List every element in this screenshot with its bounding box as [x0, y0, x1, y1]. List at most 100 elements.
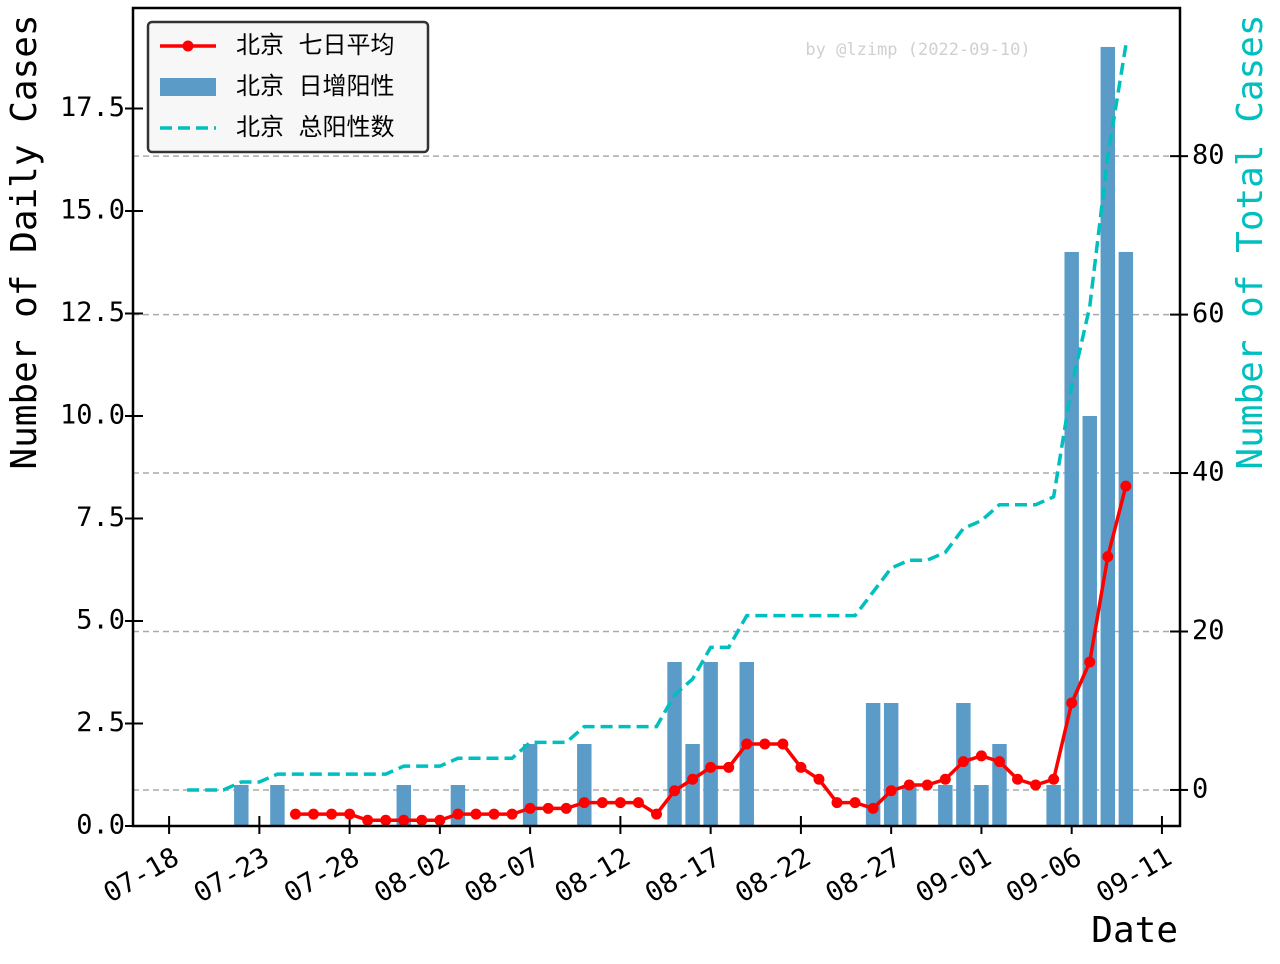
legend-label: 北京 日增阳性	[236, 72, 394, 100]
marker	[687, 773, 699, 785]
marker	[452, 808, 464, 820]
marker	[1102, 551, 1114, 563]
y-tick-label: 5.0	[76, 604, 125, 635]
marker	[867, 802, 879, 814]
marker	[795, 761, 807, 773]
marker	[578, 797, 590, 809]
legend-label: 北京 总阳性数	[236, 113, 394, 141]
marker	[705, 761, 717, 773]
marker	[831, 797, 843, 809]
marker	[957, 756, 969, 768]
y-tick-label: 2.5	[76, 707, 125, 738]
marker	[614, 797, 626, 809]
y-tick-label: 0.0	[76, 810, 125, 841]
bar	[1118, 251, 1134, 826]
marker	[632, 797, 644, 809]
bar	[703, 661, 718, 826]
bar	[938, 784, 953, 826]
marker	[669, 785, 681, 797]
marker	[488, 808, 500, 820]
marker	[849, 797, 861, 809]
legend-box	[146, 20, 430, 154]
marker	[470, 808, 482, 820]
marker	[524, 802, 536, 814]
bar	[1100, 46, 1116, 826]
marker	[777, 738, 789, 750]
marker	[344, 808, 356, 820]
bar	[1046, 784, 1061, 826]
marker	[975, 750, 987, 762]
marker	[596, 797, 608, 809]
y-tick-label: 12.5	[60, 297, 125, 328]
marker	[723, 761, 735, 773]
marker	[1048, 773, 1060, 785]
marker	[903, 779, 915, 791]
marker	[885, 785, 897, 797]
x-tick-label: 09-11	[1091, 842, 1177, 909]
plot-frame	[131, 6, 1182, 828]
marker	[380, 814, 392, 826]
bar	[577, 743, 592, 826]
marker	[542, 802, 554, 814]
marker	[741, 738, 753, 750]
marker	[1120, 480, 1132, 492]
x-tick-label: 08-27	[821, 842, 907, 909]
y-tick-label: 10.0	[60, 399, 125, 430]
legend-swatch	[160, 78, 216, 96]
marker	[939, 773, 951, 785]
marker	[434, 814, 446, 826]
marker	[506, 808, 518, 820]
bar	[974, 784, 989, 826]
marker	[398, 814, 410, 826]
bar	[883, 702, 899, 826]
marker	[1066, 697, 1078, 709]
marker	[362, 814, 374, 826]
y2-tick-label: 0	[1192, 773, 1208, 804]
marker	[1012, 773, 1024, 785]
marker	[1030, 779, 1042, 791]
marker	[993, 756, 1005, 768]
marker	[308, 808, 320, 820]
marker	[651, 808, 662, 820]
bar	[667, 661, 682, 826]
bar	[865, 702, 881, 826]
bar	[1064, 251, 1079, 826]
bar	[270, 784, 285, 826]
bar	[450, 784, 466, 826]
marker	[560, 802, 572, 814]
marker	[416, 814, 428, 826]
y2-tick-label: 40	[1192, 457, 1225, 488]
marker	[921, 779, 933, 791]
legend-label: 北京 七日平均	[236, 31, 394, 59]
bar	[685, 743, 700, 826]
watermark: by @lzimp (2022-09-10)	[805, 40, 1030, 60]
marker	[1084, 656, 1096, 668]
x-axis-label: Date	[1091, 910, 1178, 951]
y2-axis-label: Number of Total Cases	[1230, 14, 1271, 469]
x-tick-label: 08-02	[369, 842, 455, 909]
x-tick-label: 08-07	[459, 842, 545, 909]
marker	[289, 808, 301, 820]
y-tick-label: 7.5	[76, 502, 125, 533]
x-tick-label: 08-17	[640, 842, 726, 909]
x-tick-label: 08-22	[730, 842, 816, 909]
bar	[234, 784, 249, 826]
x-tick-label: 09-01	[911, 842, 997, 909]
marker	[326, 808, 338, 820]
bar	[1082, 415, 1097, 826]
x-tick-label: 07-23	[189, 842, 275, 909]
x-tick-label: 09-06	[1001, 842, 1087, 909]
y-axis-label: Number of Daily Cases	[4, 14, 45, 469]
x-tick-label: 07-28	[279, 842, 365, 909]
bar	[902, 784, 917, 826]
y2-tick-label: 80	[1192, 140, 1225, 171]
y2-tick-label: 20	[1192, 615, 1225, 646]
y-tick-label: 15.0	[60, 194, 125, 225]
marker	[759, 738, 771, 750]
x-tick-label: 07-18	[98, 842, 184, 909]
y-tick-label: 17.5	[60, 92, 125, 123]
marker	[813, 773, 825, 785]
legend-marker	[182, 40, 194, 52]
